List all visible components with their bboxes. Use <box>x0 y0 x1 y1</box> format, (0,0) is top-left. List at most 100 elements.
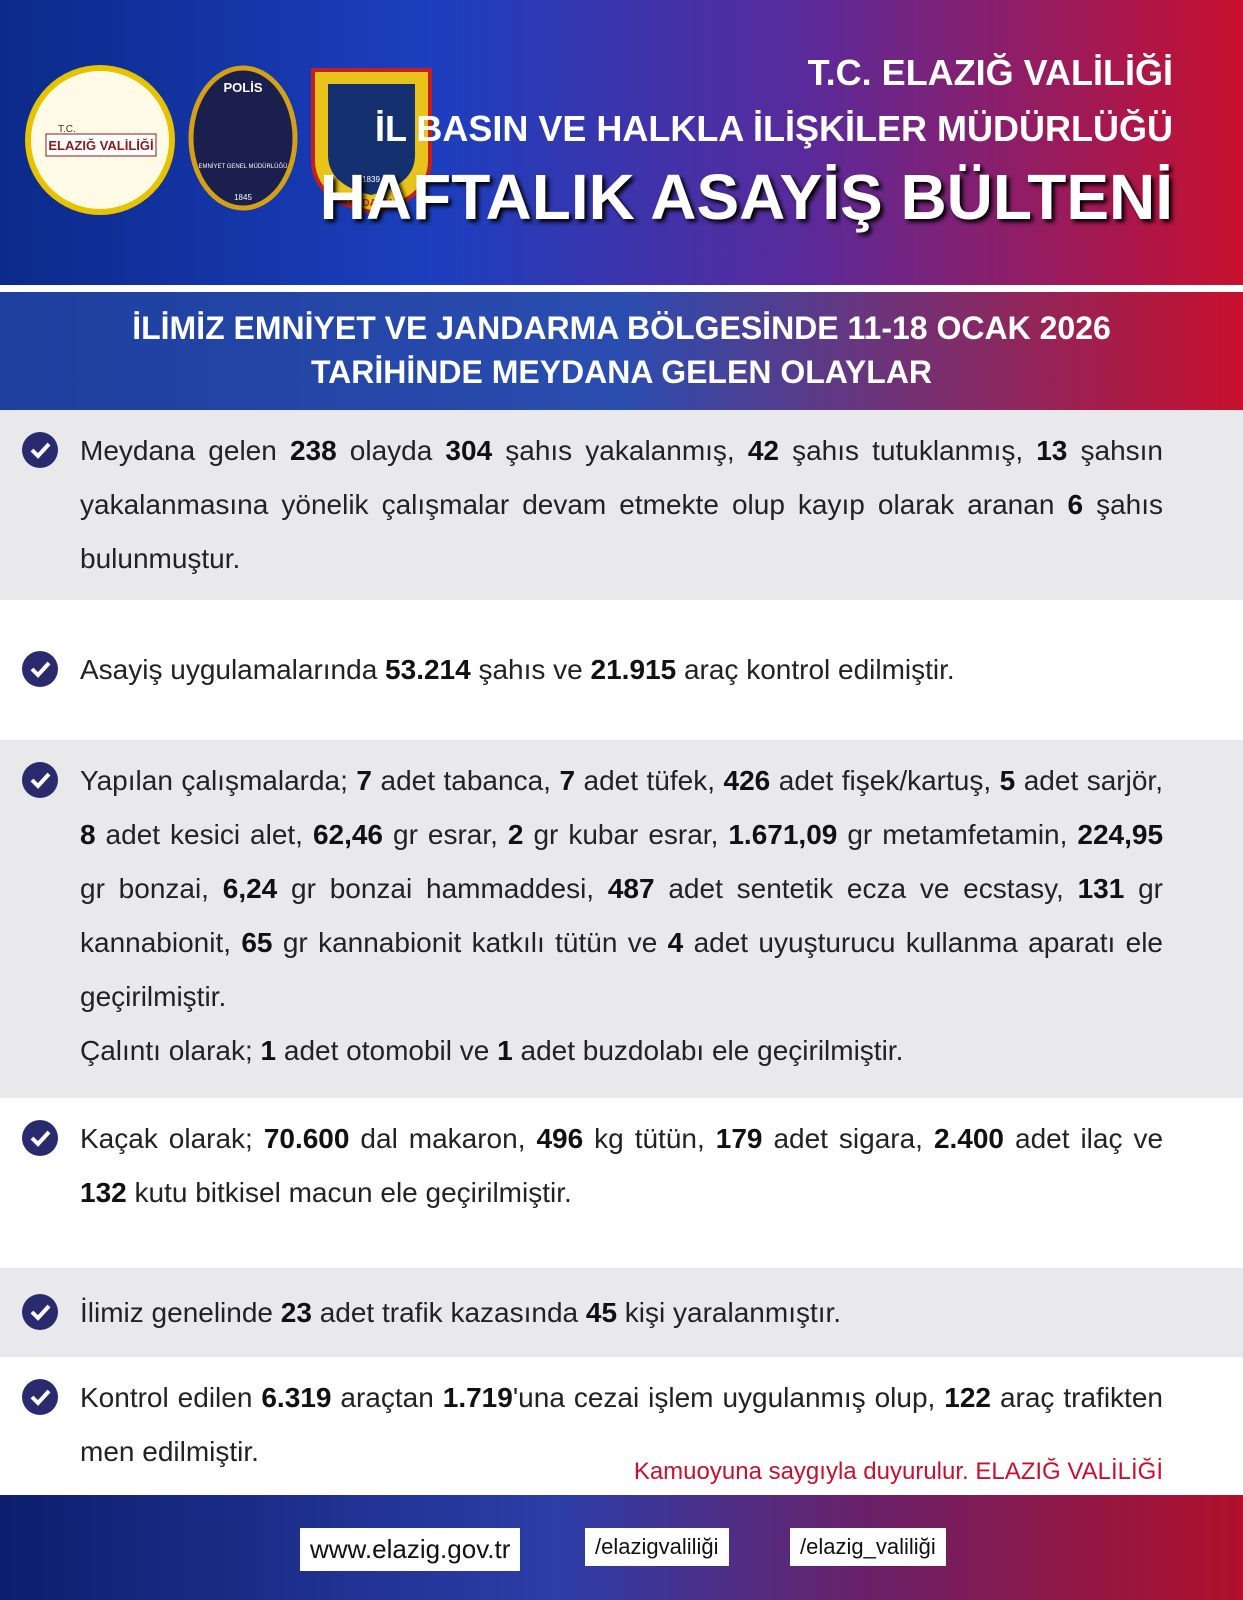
number: 496 <box>536 1123 584 1154</box>
number: 4 <box>667 927 684 958</box>
text: adet sentetik ecza ve ecstasy, <box>654 873 1078 904</box>
text: adet uyuşturucu kullanma aparatı ele geç… <box>80 927 1164 1012</box>
text: gr esrar, <box>383 819 508 850</box>
item: Kontrol edilen 6.319 araçtan 1.719'una c… <box>0 1357 1243 1495</box>
number: 23 <box>280 1296 312 1328</box>
text: adet sarjör, <box>1015 765 1163 796</box>
number: 426 <box>723 765 771 796</box>
text: gr kannabionit, <box>80 873 1163 958</box>
paragraph: Asayiş uygulamalarında 53.214 şahıs ve 2… <box>80 643 1163 697</box>
text: adet fişek/kartuş, <box>770 765 1000 796</box>
text: şahıs tutuklanmış, <box>778 435 1037 466</box>
text: olayda <box>336 435 446 466</box>
number: 65 <box>241 927 273 958</box>
number: 70.600 <box>263 1123 350 1154</box>
number: 1 <box>497 1035 513 1066</box>
text: araçtan <box>331 1382 443 1413</box>
number: 487 <box>607 873 655 904</box>
text: şahıs yakalanmış, <box>492 435 748 466</box>
number: 132 <box>80 1177 127 1208</box>
logo-text: T.C. <box>58 124 76 135</box>
paragraph: Çalıntı olarak; 1 adet otomobil ve 1 ade… <box>80 1024 1163 1078</box>
text: gr bonzai hammaddesi, <box>277 873 608 904</box>
logo-text: POLİS <box>223 80 262 95</box>
banner-line: TARİHİNDE MEYDANA GELEN OLAYLAR <box>310 354 933 390</box>
check-icon <box>22 651 58 687</box>
text: adet tabanca, <box>372 765 560 796</box>
paragraph: Kontrol edilen 6.319 araçtan 1.719'una c… <box>80 1371 1163 1479</box>
number: 6 <box>1067 489 1084 520</box>
polis-logo <box>188 65 298 211</box>
logo-text: 1845 <box>234 193 252 202</box>
check-icon <box>22 432 58 468</box>
paragraph: İlimiz genelinde 23 adet trafik kazasınd… <box>80 1286 1163 1340</box>
text: Kaçak olarak; <box>80 1123 264 1154</box>
number: 179 <box>715 1123 763 1154</box>
text: adet otomobil ve <box>276 1035 498 1066</box>
text: gr metamfetamin, <box>837 819 1078 850</box>
check-icon <box>22 1293 58 1330</box>
check-icon <box>22 1379 58 1415</box>
paragraph: Yapılan çalışmalarda; 7 adet tabanca, 7 … <box>80 754 1163 1024</box>
number: 13 <box>1036 435 1068 466</box>
text: adet kesici alet, <box>95 819 313 850</box>
number: 21.915 <box>590 654 677 685</box>
number: 45 <box>585 1296 618 1328</box>
header-title: HAFTALIK ASAYİŞ BÜLTENİ <box>319 161 1173 233</box>
text: şahıs bulunmuştur. <box>80 489 1164 574</box>
text: gr kubar esrar, <box>523 819 729 850</box>
social-x: /elazig_valiliği <box>790 1528 946 1566</box>
text: kg tütün, <box>583 1123 716 1154</box>
number: 62,46 <box>312 819 384 850</box>
check-icon <box>22 1120 58 1156</box>
number: 1.671,09 <box>728 819 838 850</box>
jandarma-shield <box>328 84 415 195</box>
logo-box <box>45 133 157 157</box>
item: Asayiş uygulamalarında 53.214 şahıs ve 2… <box>0 600 1243 740</box>
text: kutu bitkisel macun ele geçirilmiştir. <box>126 1177 572 1208</box>
text: dal makaron, <box>349 1123 537 1154</box>
number: 5 <box>999 765 1016 796</box>
check-icon <box>22 762 58 798</box>
text: Meydana gelen <box>80 435 290 466</box>
number: 1 <box>260 1035 277 1066</box>
number: 8 <box>80 819 96 850</box>
number: 7 <box>559 765 576 796</box>
text: 'una cezai işlem uygulanmış olup, <box>512 1382 945 1413</box>
banner-line: İLİMİZ EMNİYET VE JANDARMA BÖLGESİNDE 11… <box>132 310 1111 346</box>
text: adet trafik kazasında <box>311 1296 586 1328</box>
item: Yapılan çalışmalarda; 7 adet tabanca, 7 … <box>0 740 1243 1098</box>
text: Çalıntı olarak; <box>80 1035 261 1066</box>
text: gr bonzai, <box>80 873 223 904</box>
text: adet sigara, <box>762 1123 934 1154</box>
text: araç trafikten men edilmiştir. <box>80 1382 1163 1467</box>
closing: Kamuoyuna saygıyla duyurulur. ELAZIĞ VAL… <box>633 1458 1163 1485</box>
number: 2.400 <box>933 1123 1005 1154</box>
number: 224,95 <box>1077 819 1164 850</box>
number: 7 <box>356 765 372 796</box>
text: İlimiz genelinde <box>80 1296 281 1328</box>
text: adet ilaç ve <box>1004 1123 1164 1154</box>
text: araç kontrol edilmiştir. <box>676 654 955 685</box>
number: 304 <box>445 435 493 466</box>
social-fb-ig: /elazigvaliliği <box>585 1528 729 1566</box>
number: 1.719 <box>442 1382 513 1413</box>
item: Meydana gelen 238 olayda 304 şahıs yakal… <box>0 410 1243 600</box>
logo-text: EMNİYET GENEL MÜDÜRLÜĞÜ <box>198 163 287 170</box>
item: Kaçak olarak; 70.600 dal makaron, 496 kg… <box>0 1098 1243 1268</box>
number: 6,24 <box>222 873 278 904</box>
text: şahıs ve <box>470 654 591 685</box>
number: 53.214 <box>385 654 471 685</box>
text: Asayiş uygulamalarında <box>80 654 386 685</box>
number: 131 <box>1077 873 1125 904</box>
banner: İLİMİZ EMNİYET VE JANDARMA BÖLGESİNDE 11… <box>0 292 1243 410</box>
item: İlimiz genelinde 23 adet trafik kazasınd… <box>0 1268 1243 1357</box>
paragraph: Meydana gelen 238 olayda 304 şahıs yakal… <box>80 424 1163 586</box>
number: 6.319 <box>261 1382 332 1413</box>
logo-text: JANDARMA <box>342 198 399 209</box>
number: 122 <box>944 1382 991 1413</box>
text: Kontrol edilen <box>80 1382 262 1413</box>
paragraph: Kaçak olarak; 70.600 dal makaron, 496 kg… <box>80 1112 1163 1220</box>
header: T.C. ELAZIĞ VALİLİĞİ POLİS EMNİYET GENEL… <box>0 0 1243 285</box>
